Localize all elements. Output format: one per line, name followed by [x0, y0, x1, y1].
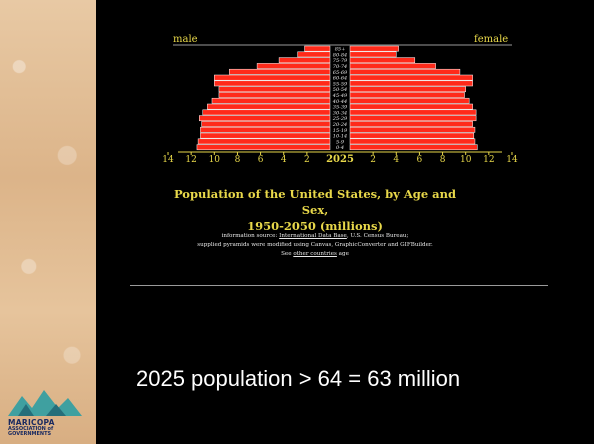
female-bar-25-29	[349, 115, 477, 122]
female-bar-70-74	[349, 63, 436, 69]
male-bar-75-79	[278, 57, 331, 64]
male-bar-25-29	[199, 115, 331, 122]
male-label: male	[173, 34, 198, 45]
female-bar-45-49	[349, 92, 465, 98]
female-bar-5-9	[349, 138, 476, 145]
decorative-side-panel	[0, 0, 96, 444]
info-line-3: See other countries age	[150, 250, 480, 259]
logo-line-2: ASSOCIATION of	[8, 426, 54, 432]
age-label-20-24: 20-24	[332, 122, 347, 128]
male-bar-0-4	[196, 144, 331, 151]
male-bar-30-34	[202, 109, 331, 116]
male-bar-10-14	[200, 132, 331, 139]
female-bars	[349, 45, 478, 151]
tick-label-right-14: 14	[506, 155, 518, 165]
info-line-3-prefix: See	[281, 251, 294, 257]
age-label-65-69: 65-69	[333, 70, 348, 76]
idb-link[interactable]: International Data Base	[279, 233, 347, 239]
male-bar-45-49	[218, 92, 331, 98]
tick-label-right-12: 12	[483, 155, 494, 165]
tick-label-left-2: 2	[304, 155, 310, 165]
age-label-55-59: 55-59	[333, 81, 348, 87]
female-bar-20-24	[349, 121, 473, 127]
tick-label-left-10: 10	[209, 155, 221, 165]
female-bar-85+	[349, 45, 399, 52]
female-label: female	[474, 34, 508, 45]
tick-label-left-14: 14	[162, 155, 174, 165]
age-label-15-19: 15-19	[333, 128, 348, 134]
age-label-0-4: 0-4	[336, 145, 344, 151]
female-bar-55-59	[349, 80, 473, 87]
male-bar-35-39	[207, 103, 331, 110]
male-bar-50-54	[218, 86, 331, 93]
tick-label-left-8: 8	[235, 155, 241, 165]
female-bar-60-64	[349, 74, 473, 81]
other-countries-link[interactable]: other countries	[293, 251, 337, 257]
tick-label-right-6: 6	[417, 155, 423, 165]
female-bar-30-34	[349, 109, 477, 116]
tick-label-right-4: 4	[393, 155, 399, 165]
population-pyramid-chart: male female 85+80-8475-7970-7465-6960-64…	[162, 34, 518, 165]
male-bar-80-84	[297, 51, 331, 58]
logo-line-1: MARICOPA	[8, 418, 55, 427]
tick-label-left-12: 12	[185, 155, 196, 165]
age-label-10-14: 10-14	[333, 134, 347, 140]
age-label-25-29: 25-29	[332, 116, 348, 122]
info-line-1-suffix: , U.S. Census Bureau;	[346, 233, 409, 239]
male-bars	[196, 45, 331, 151]
male-bar-70-74	[256, 63, 331, 69]
female-bar-10-14	[349, 132, 475, 139]
age-label-40-44: 40-44	[332, 99, 347, 105]
tick-label-left-4: 4	[281, 155, 287, 165]
male-bar-60-64	[214, 74, 331, 81]
male-bar-55-59	[214, 80, 331, 87]
age-label-70-74: 70-74	[333, 64, 347, 70]
caption-text: 2025 population > 64 = 63 million	[136, 366, 461, 391]
female-bar-40-44	[349, 97, 470, 104]
age-labels: 85+80-8475-7970-7465-6960-6455-5950-5445…	[332, 47, 348, 152]
male-bar-85+	[304, 45, 331, 52]
age-label-30-34: 30-34	[333, 110, 347, 116]
chart-title-line-1: Population of the United States, by Age …	[173, 187, 457, 217]
tick-label-right-8: 8	[440, 155, 446, 165]
age-label-35-39: 35-39	[333, 105, 348, 111]
mountain-logo-icon	[8, 390, 82, 416]
male-bar-5-9	[197, 138, 331, 145]
age-label-50-54: 50-54	[333, 87, 347, 93]
source-info: information source: International Data B…	[150, 232, 480, 259]
age-label-85+: 85+	[335, 47, 346, 53]
male-bar-65-69	[229, 68, 331, 75]
logo-line-3: GOVERNMENTS	[8, 431, 52, 437]
info-line-3-suffix: age	[336, 251, 349, 257]
chart-title-line-2: 1950-2050 (millions)	[247, 219, 383, 233]
tick-label-left-6: 6	[258, 155, 264, 165]
female-bar-35-39	[349, 103, 473, 110]
info-line-1: information source: International Data B…	[150, 232, 480, 241]
info-line-2: supplied pyramids were modified using Ca…	[197, 242, 433, 248]
female-bar-75-79	[349, 57, 416, 64]
female-bar-15-19	[349, 126, 476, 133]
horizontal-divider	[130, 285, 548, 286]
male-bar-15-19	[200, 126, 331, 133]
info-line-1-prefix: information source:	[221, 233, 280, 239]
age-label-75-79: 75-79	[333, 58, 348, 64]
maricopa-logo: MARICOPA ASSOCIATION of GOVERNMENTS	[6, 386, 92, 440]
female-bar-0-4	[349, 144, 478, 151]
x-axis-ticks: 2 2 4 4 6 6 8 8 10 10 12 12 14 14	[162, 152, 518, 165]
female-bar-50-54	[349, 86, 466, 93]
chart-title: Population of the United States, by Age …	[160, 186, 470, 234]
age-label-5-9: 5-9	[336, 139, 345, 145]
male-bar-20-24	[201, 121, 331, 127]
female-bar-80-84	[349, 51, 397, 58]
female-bar-65-69	[349, 68, 461, 75]
tick-label-right-10: 10	[460, 155, 472, 165]
age-label-80-84: 80-84	[333, 52, 347, 58]
male-bar-40-44	[211, 97, 331, 104]
age-label-60-64: 60-64	[333, 76, 347, 82]
age-label-45-49: 45-49	[332, 93, 348, 99]
tick-label-right-2: 2	[370, 155, 376, 165]
year-label: 2025	[326, 154, 354, 165]
